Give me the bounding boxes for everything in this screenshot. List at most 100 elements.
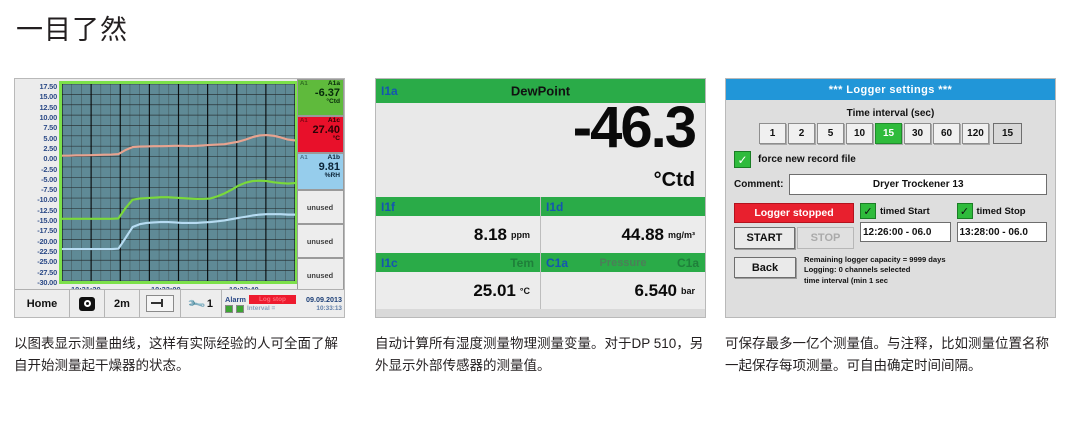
time-interval-label: Time interval (sec) (846, 108, 935, 119)
caption-readout: 自动计算所有湿度测量物理测量变量。对于DP 510，另外显示外部传感器的测量值。 (375, 336, 704, 373)
screenshot-button[interactable] (70, 290, 105, 317)
cell-value-area: 44.88 mg/m³ (541, 216, 705, 253)
logger-status-badge: Log stop (248, 294, 296, 304)
interval-button-15[interactable]: 15 (875, 123, 902, 144)
readout-cell-c1a[interactable]: C1a Pressure C1a 6.540 bar (541, 253, 705, 309)
chart-area: 17.50 15.00 12.50 10.00 7.50 5.00 2.50 0.00 -2.5… (15, 79, 344, 294)
channel-tag-i1d: I1d (546, 199, 564, 214)
cell-unit: mg/m³ (668, 229, 695, 240)
legend-item-a1a[interactable]: A1 A1a -6.37 °Ctd (297, 79, 344, 116)
interval-time: 10:33:13 (316, 305, 342, 312)
alarm-indicator-1 (225, 304, 233, 313)
info-line: Logging: 0 channels selected (804, 265, 911, 275)
legend-item-a1b[interactable]: A1 A1b 9.81 %RH (297, 153, 344, 190)
comment-input[interactable]: Dryer Trockener 13 (789, 174, 1047, 195)
force-new-record-file-row[interactable]: ✓ force new record file (734, 151, 1047, 168)
timed-start-field[interactable]: 12:26:00 - 06.0 (860, 222, 951, 242)
interval-button-5[interactable]: 5 (817, 123, 844, 144)
dewpoint-header: I1a DewPoint (376, 79, 705, 103)
caption-logger: 可保存最多一亿个测量值。与注释，比如测量位置名称一起保存每项测量。可自由确定时间… (725, 336, 1049, 373)
legend-item-unused-1[interactable]: unused (297, 190, 344, 224)
chart-plot (59, 81, 298, 284)
y-tick-label: 0.00 (43, 154, 57, 164)
cell-unit: ppm (511, 229, 530, 240)
legend-unit: %RH (324, 172, 340, 180)
logger-settings-screenshot-panel: *** Logger settings *** Time interval (s… (725, 78, 1056, 318)
channel-tag-c1a-right: C1a (676, 255, 699, 270)
logger-footer-row: Back Remaining logger capacity = 9999 da… (734, 255, 1047, 286)
y-tick-label: -20.00 (37, 236, 57, 246)
y-tick-label: -2.50 (41, 164, 57, 174)
timed-start-checkbox[interactable]: ✓ (860, 203, 876, 219)
readout-row-2: I1c Tem 25.01 °C C1a Pressure C1a 6.540 … (376, 253, 705, 309)
cell-unit: °C (519, 285, 530, 296)
wrench-icon: 🔧 (186, 293, 207, 314)
y-tick-label: 17.50 (39, 82, 58, 91)
readout-row-1: I1f 8.18 ppm I1d 44.88 mg/m³ (376, 197, 705, 253)
start-button[interactable]: START (734, 227, 795, 249)
readout-cell-i1f[interactable]: I1f 8.18 ppm (376, 197, 541, 253)
timed-stop-checkbox[interactable]: ✓ (956, 203, 973, 219)
channel-tag-i1f: I1f (381, 199, 396, 214)
comment-label: Comment: (734, 179, 784, 190)
cell-value: 44.88 (621, 224, 664, 244)
logger-capacity-info: Remaining logger capacity = 9999 days Log… (804, 255, 1047, 286)
cell-label-tem: Tem (510, 255, 534, 270)
interval-button-60[interactable]: 60 (933, 123, 960, 144)
dewpoint-title: DewPoint (510, 83, 571, 99)
interval-button-2[interactable]: 2 (788, 123, 815, 144)
cell-header: I1d (541, 197, 705, 216)
legend-item-a1c[interactable]: A1 A1c 27.40 °C (297, 116, 344, 153)
screenshot-panels: 17.50 15.00 12.50 10.00 7.50 5.00 2.50 0.00 -2.5… (0, 78, 1070, 323)
alarm-status-area[interactable]: Alarm Log stop 09.09.2013 Interval = 10:… (222, 290, 344, 317)
legend-item-unused-2[interactable]: unused (297, 224, 344, 258)
y-tick-label: -7.50 (41, 185, 57, 195)
settings-button[interactable]: 🔧 1 (181, 290, 222, 317)
readout-screenshot-panel: I1a DewPoint -46.3 °Ctd I1f 8.18 ppm I1d (375, 78, 706, 318)
home-button[interactable]: Home (15, 290, 70, 317)
legend-item-unused-3[interactable]: unused (297, 258, 344, 292)
interval-button-30[interactable]: 30 (904, 123, 931, 144)
legend-name: A1c (327, 117, 340, 124)
comment-row: Comment: Dryer Trockener 13 (734, 174, 1047, 195)
cell-value: 6.540 (634, 280, 677, 300)
readout-cell-i1c[interactable]: I1c Tem 25.01 °C (376, 253, 541, 309)
legend-unit: °C (332, 135, 340, 143)
arrow-to-end-icon (146, 295, 174, 312)
legend-value: 9.81 (318, 160, 340, 173)
date-label: 09.09.2013 (306, 294, 342, 304)
legend-channel: A1 (300, 81, 308, 87)
interval-button-120[interactable]: 120 (962, 123, 989, 144)
y-tick-label: -5.00 (41, 174, 57, 184)
interval-button-10[interactable]: 10 (846, 123, 873, 144)
y-tick-label: -22.50 (37, 247, 57, 257)
interval-button-1[interactable]: 1 (759, 123, 786, 144)
legend-name: A1a (327, 80, 340, 87)
time-interval-buttons: 1 2 5 10 15 30 60 120 15 (734, 123, 1047, 144)
timed-start-row[interactable]: ✓ timed Start (860, 203, 951, 219)
timed-stop-field[interactable]: 13:28:00 - 06.0 (956, 222, 1047, 242)
legend-channel: A1 (300, 155, 308, 161)
readout-cell-i1d[interactable]: I1d 44.88 mg/m³ (541, 197, 705, 253)
cell-unit: bar (680, 285, 695, 296)
chart-svg (62, 84, 295, 281)
y-tick-label: 12.50 (39, 102, 58, 112)
dewpoint-value-area[interactable]: -46.3 °Ctd (376, 99, 705, 197)
cell-value-area: 8.18 ppm (376, 216, 540, 253)
y-tick-label: -10.00 (37, 195, 57, 205)
y-tick-label: 7.50 (43, 123, 57, 133)
y-tick-label: 10.00 (39, 112, 58, 122)
start-stop-row: START STOP (734, 227, 854, 249)
interval-value-field[interactable]: 15 (993, 123, 1022, 144)
info-line: time interval (min 1 sec (804, 275, 888, 285)
timed-start-label: timed Start (880, 205, 930, 217)
cell-value-area: 6.540 bar (541, 272, 705, 309)
force-new-file-checkbox[interactable]: ✓ (734, 151, 751, 168)
timebase-button[interactable]: 2m (105, 290, 140, 317)
y-tick-label: -27.50 (37, 267, 57, 277)
stop-button[interactable]: STOP (796, 227, 854, 249)
jump-to-end-button[interactable] (140, 290, 181, 317)
channel-tag-c1a-left: C1a (546, 255, 569, 270)
back-button[interactable]: Back (734, 257, 796, 278)
timed-stop-row[interactable]: ✓ timed Stop (956, 203, 1048, 219)
